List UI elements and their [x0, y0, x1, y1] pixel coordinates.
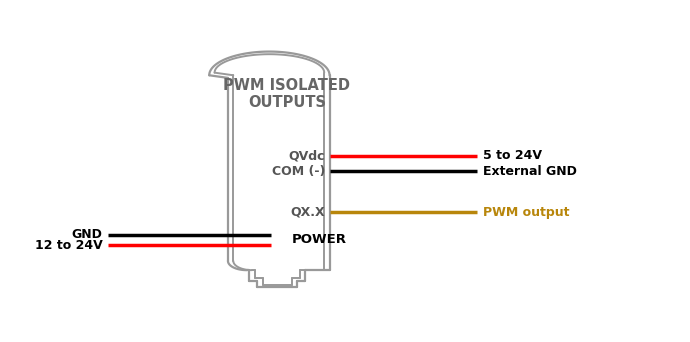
- Text: QX.X: QX.X: [290, 206, 325, 219]
- Text: PWM ISOLATED
OUTPUTS: PWM ISOLATED OUTPUTS: [224, 78, 351, 110]
- Text: 12 to 24V: 12 to 24V: [34, 239, 102, 252]
- Text: PWM output: PWM output: [483, 206, 569, 219]
- Text: POWER: POWER: [292, 233, 347, 246]
- Text: COM (-): COM (-): [272, 165, 325, 178]
- Text: QVdc: QVdc: [289, 149, 325, 162]
- Text: GND: GND: [72, 228, 102, 241]
- Text: 5 to 24V: 5 to 24V: [483, 149, 542, 162]
- Text: External GND: External GND: [483, 165, 577, 178]
